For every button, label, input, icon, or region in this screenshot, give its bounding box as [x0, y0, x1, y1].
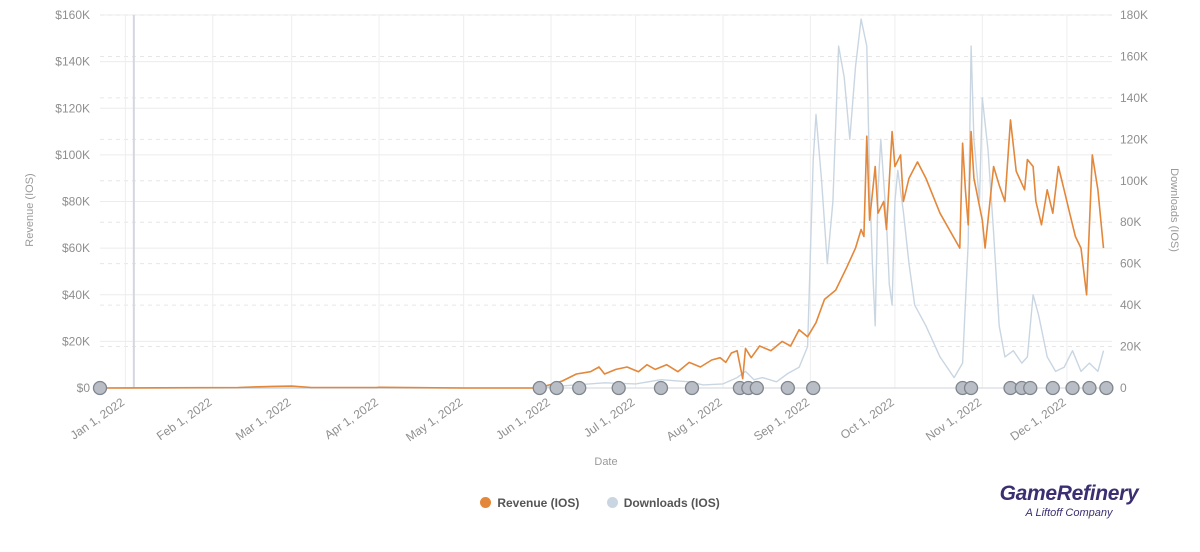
legend-item-downloads[interactable]: Downloads (IOS)	[606, 496, 720, 510]
x-tick-label: Aug 1, 2022	[664, 395, 725, 444]
x-tick-label: Sep 1, 2022	[751, 395, 812, 444]
legend-label-revenue: Revenue (IOS)	[497, 496, 580, 510]
y-right-tick-label: 160K	[1120, 49, 1148, 63]
event-marker	[1082, 380, 1097, 396]
x-tick-label: Dec 1, 2022	[1008, 395, 1069, 444]
event-marker	[92, 380, 108, 396]
y-left-tick-label: $140K	[55, 55, 90, 69]
y-left-tick-label: $100K	[55, 148, 90, 162]
event-marker	[963, 380, 979, 396]
event-marker	[1023, 380, 1038, 396]
event-marker	[1065, 380, 1080, 396]
y-right-tick-label: 100K	[1120, 174, 1148, 188]
event-marker	[749, 380, 764, 396]
y-left-tick-label: $120K	[55, 101, 90, 115]
y-right-tick-label: 20K	[1120, 340, 1141, 354]
y-axis-right-title: Downloads (IOS)	[1168, 168, 1180, 252]
y-right-tick-label: 120K	[1120, 132, 1148, 146]
legend-dot-revenue	[480, 497, 492, 508]
x-tick-label: Jun 1, 2022	[493, 395, 553, 443]
x-tick-label: Mar 1, 2022	[233, 395, 294, 443]
y-right-tick-label: 180K	[1120, 8, 1148, 22]
legend-dot-downloads	[606, 497, 618, 508]
downloads-series-line	[100, 18, 1105, 389]
event-marker	[653, 380, 669, 396]
x-axis-title: Date	[594, 456, 617, 468]
event-marker	[1099, 380, 1114, 396]
event-markers	[92, 380, 1114, 396]
legend: Revenue (IOS) Downloads (IOS)	[0, 496, 1200, 510]
x-tick-label: Oct 1, 2022	[838, 395, 897, 442]
x-tick-label: Feb 1, 2022	[154, 395, 215, 443]
x-tick-label: Jul 1, 2022	[581, 395, 637, 440]
event-marker	[684, 380, 700, 396]
y-right-tick-label: 60K	[1120, 257, 1141, 271]
x-tick-label: Apr 1, 2022	[322, 395, 381, 442]
revenue-series-line	[99, 119, 1105, 389]
x-tick-label: May 1, 2022	[403, 395, 465, 445]
y-right-tick-label: 80K	[1120, 215, 1141, 229]
x-tick-label: Nov 1, 2022	[923, 395, 984, 444]
brand-tagline: A Liftoff Company	[1025, 507, 1113, 519]
right-axis-ticks: 0 20K 40K 60K 80K 100K 120K 140K 160K 180K	[1120, 8, 1148, 395]
legend-item-revenue[interactable]: Revenue (IOS)	[480, 496, 579, 510]
event-marker	[572, 380, 587, 396]
y-left-tick-label: $0	[77, 381, 91, 395]
event-marker	[532, 380, 547, 396]
y-left-tick-label: $20K	[62, 334, 90, 348]
event-marker	[611, 380, 626, 396]
brand-name: GameRefinery	[999, 482, 1139, 505]
brand-logo: GameRefinery A Liftoff Company	[994, 482, 1144, 519]
series-layer	[99, 18, 1105, 389]
y-left-tick-label: $60K	[62, 241, 90, 255]
y-left-tick-label: $80K	[62, 195, 90, 209]
y-right-tick-label: 40K	[1120, 298, 1141, 312]
y-left-tick-label: $160K	[55, 8, 90, 22]
grid-lines	[100, 14, 1112, 389]
y-left-tick-label: $40K	[62, 288, 90, 302]
x-tick-label: Jan 1, 2022	[68, 395, 128, 443]
event-marker	[549, 380, 564, 396]
y-right-tick-label: 0	[1120, 381, 1127, 395]
y-axis-left-title: Revenue (IOS)	[24, 173, 36, 246]
y-right-tick-label: 140K	[1120, 91, 1148, 105]
left-axis-ticks: $0 $20K $40K $60K $80K $100K $120K $140K $160K	[55, 8, 90, 395]
event-marker	[1045, 380, 1060, 396]
event-marker	[806, 380, 821, 396]
legend-label-downloads: Downloads (IOS)	[623, 496, 720, 510]
event-marker	[780, 380, 795, 396]
x-axis-ticks: Jan 1, 2022 Feb 1, 2022 Mar 1, 2022 Apr 1, …	[68, 395, 1069, 445]
